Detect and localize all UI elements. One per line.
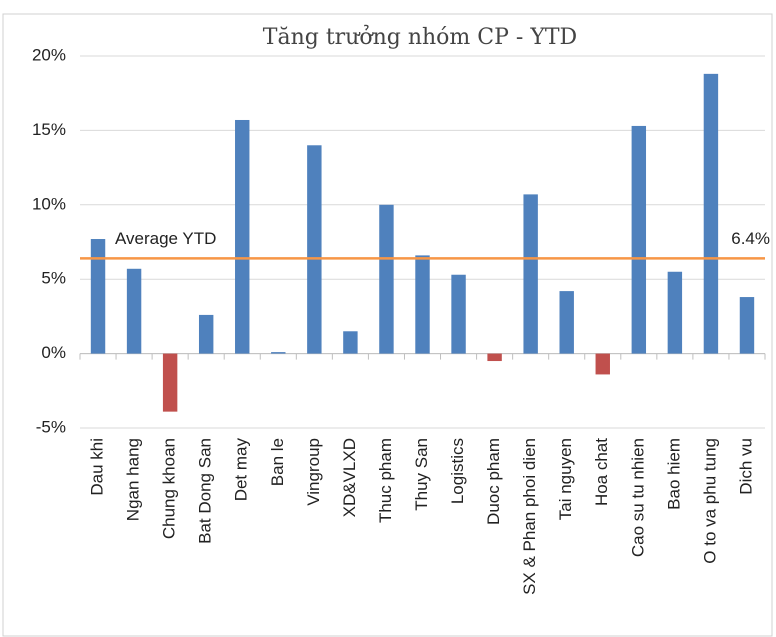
bar xyxy=(523,194,538,354)
x-tick-label: Dau khi xyxy=(88,438,107,496)
bar xyxy=(595,353,610,375)
x-tick-label: Duoc pham xyxy=(484,438,503,525)
x-tick-label: Chung khoan xyxy=(160,438,179,539)
x-tick-label: Bat Dong San xyxy=(196,438,215,544)
bar xyxy=(235,119,250,354)
average-label: Average YTD xyxy=(115,229,216,248)
y-tick-label: 0% xyxy=(41,343,66,362)
y-tick-label: 20% xyxy=(32,45,66,64)
x-tick-label: Det may xyxy=(232,438,251,502)
bar xyxy=(739,297,755,354)
x-tick-label: Hoa chat xyxy=(592,438,611,506)
bar xyxy=(126,268,142,354)
bar xyxy=(162,353,178,412)
x-tick-label: Logistics xyxy=(448,438,467,504)
bar xyxy=(451,274,466,354)
x-tick-label: Bao hiem xyxy=(664,438,683,510)
x-tick-label: Tai nguyen xyxy=(556,438,575,520)
bar xyxy=(307,145,322,354)
x-tick-label: Vingroup xyxy=(304,438,323,506)
x-tick-label: Cao su tu nhien xyxy=(628,438,647,557)
bar xyxy=(90,239,106,354)
chart-title: Tăng trưởng nhóm CP - YTD xyxy=(263,24,577,50)
bar xyxy=(667,271,683,354)
y-tick-label: 5% xyxy=(41,269,66,288)
bar xyxy=(487,353,502,362)
x-tick-label: XD&VLXD xyxy=(340,438,359,517)
bar xyxy=(198,314,214,354)
y-tick-label: -5% xyxy=(36,417,66,436)
average-value-label: 6.4% xyxy=(731,229,770,248)
bar xyxy=(703,73,719,354)
y-tick-label: 15% xyxy=(32,120,66,139)
bar xyxy=(415,255,430,354)
bar xyxy=(343,331,358,354)
x-tick-label: Thuc pham xyxy=(376,438,395,523)
x-tick-label: Thuy San xyxy=(412,438,431,511)
x-tick-label: SX & Phan phoi dien xyxy=(520,438,539,595)
bar xyxy=(631,125,647,354)
x-tick-label: Ban le xyxy=(268,438,287,486)
bar xyxy=(559,291,574,354)
x-tick-label: O to va phu tung xyxy=(700,438,719,564)
bar xyxy=(271,352,286,354)
x-tick-label: Ngan hang xyxy=(124,438,143,521)
y-tick-label: 10% xyxy=(32,194,66,213)
x-tick-label: Dich vu xyxy=(736,438,755,495)
bar xyxy=(379,204,394,354)
